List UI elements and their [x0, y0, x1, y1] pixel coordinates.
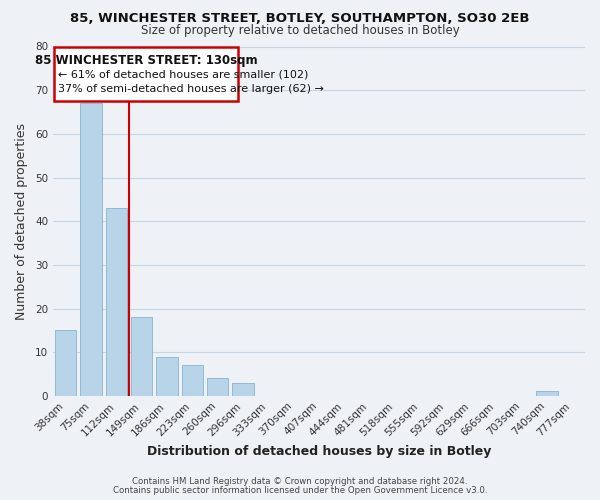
Bar [207, 378, 229, 396]
Bar [536, 392, 558, 396]
Y-axis label: Number of detached properties: Number of detached properties [15, 122, 28, 320]
Bar [106, 208, 127, 396]
Bar [232, 382, 254, 396]
Bar [55, 330, 76, 396]
Bar [131, 317, 152, 396]
X-axis label: Distribution of detached houses by size in Botley: Distribution of detached houses by size … [147, 444, 491, 458]
FancyBboxPatch shape [54, 46, 238, 101]
Text: Contains public sector information licensed under the Open Government Licence v3: Contains public sector information licen… [113, 486, 487, 495]
Text: Size of property relative to detached houses in Botley: Size of property relative to detached ho… [140, 24, 460, 37]
Text: 85 WINCHESTER STREET: 130sqm: 85 WINCHESTER STREET: 130sqm [35, 54, 257, 68]
Text: Contains HM Land Registry data © Crown copyright and database right 2024.: Contains HM Land Registry data © Crown c… [132, 477, 468, 486]
Bar [182, 366, 203, 396]
Text: 37% of semi-detached houses are larger (62) →: 37% of semi-detached houses are larger (… [58, 84, 324, 94]
Bar [80, 104, 102, 396]
Text: 85, WINCHESTER STREET, BOTLEY, SOUTHAMPTON, SO30 2EB: 85, WINCHESTER STREET, BOTLEY, SOUTHAMPT… [70, 12, 530, 26]
Text: ← 61% of detached houses are smaller (102): ← 61% of detached houses are smaller (10… [58, 69, 308, 79]
Bar [156, 356, 178, 396]
